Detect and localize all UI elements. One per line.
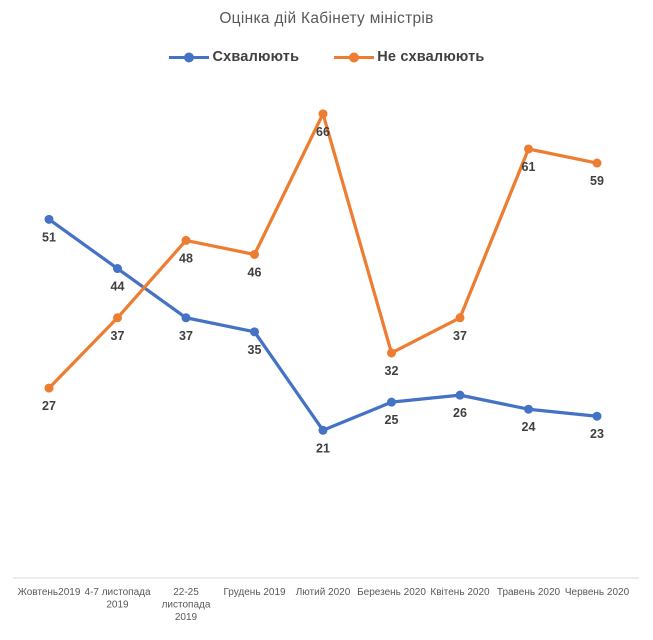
data-label: 21 xyxy=(316,441,330,455)
category-label: Лютий 2020 xyxy=(296,587,351,598)
series-line xyxy=(47,217,599,432)
category-label: Червень 2020 xyxy=(565,587,630,598)
category-label: 22-25 xyxy=(173,587,199,598)
category-label: 4-7 листопада xyxy=(84,587,150,598)
data-point-marker xyxy=(387,397,396,407)
data-label: 27 xyxy=(42,399,56,413)
data-label: 23 xyxy=(590,427,604,441)
data-label: 66 xyxy=(316,125,330,139)
data-label: 61 xyxy=(522,160,536,174)
data-label: 35 xyxy=(248,343,262,357)
category-label: Грудень 2019 xyxy=(223,587,286,598)
data-point-marker xyxy=(387,348,396,358)
data-point-marker xyxy=(44,383,54,393)
legend-label: Схвалюють xyxy=(212,49,300,65)
chart-legend: Схвалюють Не схвалюють xyxy=(0,49,653,65)
category-label: Травень 2020 xyxy=(497,587,561,598)
data-label: 44 xyxy=(111,280,125,294)
data-label: 37 xyxy=(179,329,193,343)
data-point-marker xyxy=(318,109,328,119)
data-label: 24 xyxy=(522,420,536,434)
data-point-marker xyxy=(455,390,465,400)
data-point-marker xyxy=(44,214,54,224)
series-line xyxy=(47,112,599,390)
category-label: Жовтень2019 xyxy=(18,587,81,598)
data-point-marker xyxy=(524,404,533,414)
chart-title: Оцінка дій Кабінету міністрів xyxy=(219,10,434,27)
category-label: листопада xyxy=(162,600,211,611)
category-label: 2019 xyxy=(175,612,198,623)
data-point-marker xyxy=(113,313,122,323)
data-label: 46 xyxy=(248,265,262,279)
data-label: 51 xyxy=(42,230,56,244)
legend-label: Не схвалюють xyxy=(377,49,485,65)
legend-marker-icon xyxy=(334,52,375,62)
category-label: 2019 xyxy=(106,600,129,611)
category-label: Квітень 2020 xyxy=(430,587,490,598)
data-point-marker xyxy=(250,327,259,337)
legend-marker-icon xyxy=(169,52,210,62)
data-point-marker xyxy=(455,313,465,323)
data-point-marker xyxy=(181,313,191,323)
data-label: 37 xyxy=(453,329,467,343)
data-label: 48 xyxy=(179,251,193,265)
legend-item: Не схвалюють xyxy=(333,49,484,65)
category-label: Березень 2020 xyxy=(357,587,426,598)
data-point-marker xyxy=(181,235,191,245)
data-label: 25 xyxy=(385,413,399,427)
data-point-marker xyxy=(592,411,602,421)
data-label: 59 xyxy=(590,174,604,188)
data-point-marker xyxy=(250,249,259,259)
legend-item: Схвалюють xyxy=(168,49,299,65)
data-label: 26 xyxy=(453,406,467,420)
data-point-marker xyxy=(318,425,328,435)
data-point-marker xyxy=(113,264,122,274)
data-label: 37 xyxy=(111,329,125,343)
data-point-marker xyxy=(524,144,533,154)
data-label: 32 xyxy=(385,364,399,378)
data-point-marker xyxy=(592,158,602,168)
